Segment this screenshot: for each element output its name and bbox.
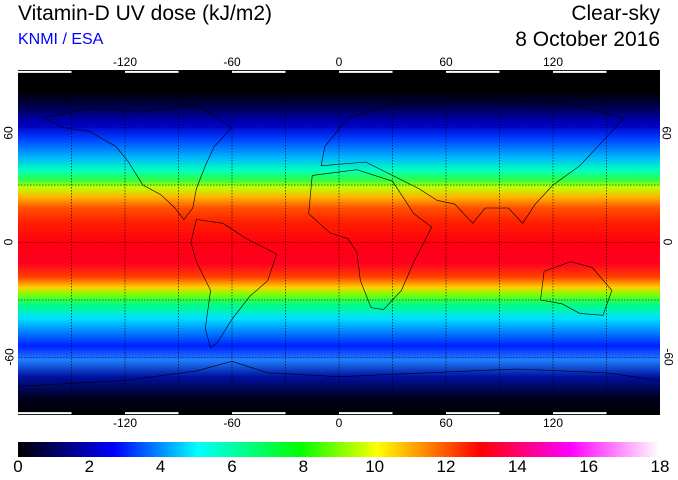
credit-label: KNMI / ESA bbox=[18, 31, 104, 48]
map-overlay bbox=[18, 70, 660, 415]
lat-tick-right: 0 bbox=[660, 238, 675, 246]
colorbar bbox=[18, 442, 660, 457]
lat-tick-right: -60 bbox=[661, 348, 676, 366]
lon-tick-top: 120 bbox=[542, 55, 564, 69]
colorbar-label: 16 bbox=[579, 457, 599, 476]
lon-tick-top: -120 bbox=[112, 55, 138, 69]
colorbar-label: 14 bbox=[507, 457, 527, 476]
lon-tick-bottom: 120 bbox=[542, 416, 564, 430]
lon-tick-top: 60 bbox=[439, 55, 453, 69]
graticule bbox=[18, 70, 660, 415]
lon-tick-bottom: -120 bbox=[112, 416, 138, 430]
frame-ticks bbox=[18, 72, 607, 413]
lon-tick-top: 0 bbox=[335, 55, 343, 69]
antarctica-coast bbox=[18, 361, 660, 386]
colorbar-label: 18 bbox=[650, 457, 670, 476]
colorbar-label: 6 bbox=[227, 457, 237, 476]
date-label: 8 October 2016 bbox=[515, 28, 660, 51]
lat-tick-right: 60 bbox=[659, 126, 674, 140]
lon-tick-bottom: 60 bbox=[439, 416, 453, 430]
lon-tick-top: -60 bbox=[223, 55, 241, 69]
eurasia-coast bbox=[321, 99, 624, 224]
colorbar-label: 8 bbox=[298, 457, 309, 476]
colorbar-label: 4 bbox=[155, 457, 166, 476]
uv-dose-map bbox=[18, 70, 660, 415]
lon-tick-bottom: 0 bbox=[335, 416, 343, 430]
lat-tick-left: 60 bbox=[1, 126, 16, 140]
colorbar-label: 2 bbox=[84, 457, 95, 476]
lat-tick-left: 0 bbox=[1, 238, 16, 246]
colorbar-label: 10 bbox=[365, 457, 385, 476]
colorbar-label: 0 bbox=[13, 457, 23, 476]
lat-tick-left: -60 bbox=[2, 348, 17, 366]
africa-coast bbox=[309, 170, 432, 310]
south-america-coast bbox=[191, 220, 277, 348]
australia-coast bbox=[541, 262, 612, 316]
coastlines bbox=[18, 99, 660, 387]
north-america-coast bbox=[45, 105, 232, 220]
lon-tick-bottom: -60 bbox=[223, 416, 241, 430]
map-title: Vitamin-D UV dose (kJ/m2) bbox=[18, 2, 273, 25]
colorbar-label: 12 bbox=[436, 457, 456, 476]
condition-label: Clear-sky bbox=[571, 2, 660, 25]
